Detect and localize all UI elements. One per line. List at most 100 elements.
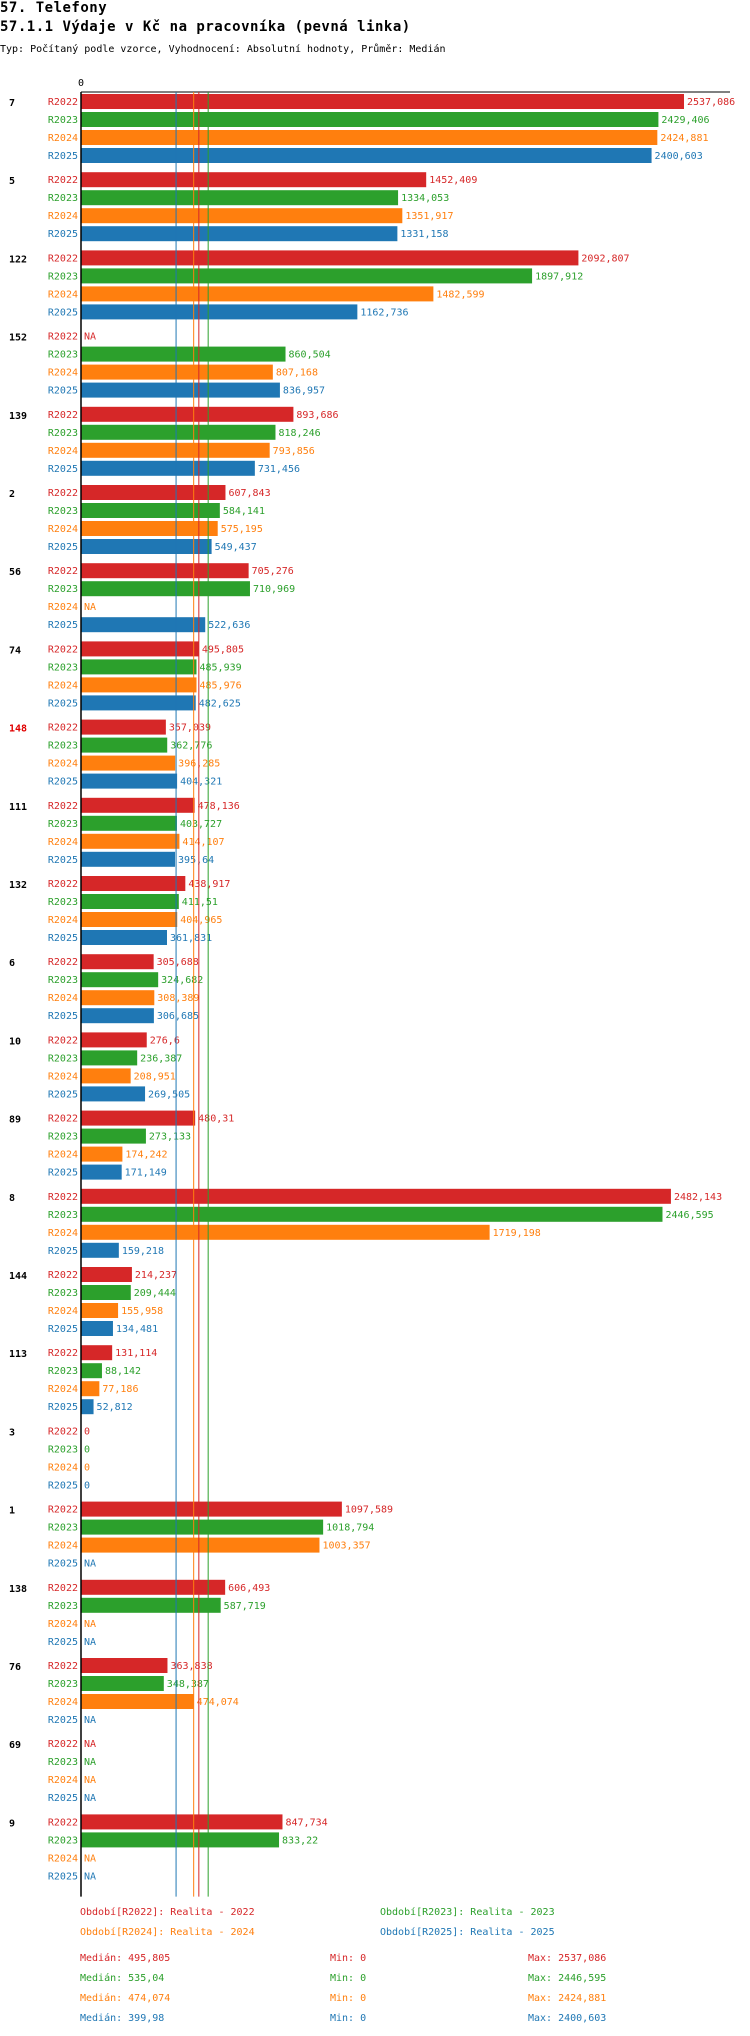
bar — [81, 773, 178, 789]
group-label: 148 — [9, 724, 27, 735]
stat-max-r2024: Max: 2424,881 — [528, 1993, 607, 2004]
series-label: R2025 — [48, 620, 78, 631]
series-label: R2023 — [48, 1757, 78, 1768]
bar — [81, 1363, 102, 1379]
series-label: R2022 — [48, 644, 78, 655]
series-label: R2025 — [48, 933, 78, 944]
series-label: R2025 — [48, 1871, 78, 1882]
stat-min-r2023: Min: 0 — [330, 1973, 367, 1984]
bar — [81, 1321, 113, 1336]
series-label: R2025 — [48, 698, 78, 709]
bar — [81, 1068, 131, 1084]
bar — [81, 1206, 663, 1222]
bar-value-label: NA — [84, 1559, 96, 1570]
group-label: 2 — [9, 489, 15, 500]
bar-value-label: 1331,158 — [400, 229, 448, 240]
bar-value-label: 395,64 — [178, 855, 214, 866]
series-label: R2023 — [48, 350, 78, 361]
bar — [81, 268, 533, 284]
series-label: R2024 — [48, 759, 78, 770]
bar-value-label: 209,444 — [134, 1288, 176, 1299]
bar-value-label: NA — [84, 1715, 96, 1726]
group-label: 69 — [9, 1740, 21, 1751]
bar — [81, 346, 286, 362]
bar-value-label: 159,218 — [122, 1246, 164, 1257]
bar — [81, 1032, 147, 1048]
bar-value-label: 807,168 — [276, 368, 318, 379]
bar-value-label: 482,625 — [199, 698, 241, 709]
bar — [81, 912, 178, 927]
bar-value-label: 793,856 — [273, 446, 315, 457]
bar — [81, 581, 250, 597]
bar — [81, 737, 168, 753]
bar — [81, 1110, 196, 1126]
group-label: 6 — [9, 958, 15, 969]
series-label: R2022 — [48, 879, 78, 890]
bar-value-label: 236,387 — [140, 1053, 182, 1064]
series-label: R2023 — [48, 506, 78, 517]
bar — [81, 1164, 122, 1180]
series-label: R2024 — [48, 446, 78, 457]
series-label: R2023 — [48, 819, 78, 830]
series-label: R2023 — [48, 897, 78, 908]
bar-value-label: 480,31 — [198, 1114, 234, 1125]
series-label: R2025 — [48, 777, 78, 788]
series-label: R2022 — [48, 1114, 78, 1125]
series-label: R2022 — [48, 723, 78, 734]
bar-value-label: 0 — [84, 1426, 90, 1437]
series-label: R2025 — [48, 1011, 78, 1022]
series-label: R2022 — [48, 1035, 78, 1046]
bar-value-label: 606,493 — [228, 1583, 270, 1594]
bar — [81, 250, 579, 266]
bar — [81, 148, 652, 163]
series-label: R2024 — [48, 1775, 78, 1786]
bar-value-label: 2537,086 — [687, 97, 735, 108]
bar-value-label: 0 — [84, 1480, 90, 1491]
group-label: 111 — [9, 802, 27, 813]
bar-value-label: 131,114 — [115, 1348, 157, 1359]
group-label: 74 — [9, 645, 21, 656]
bar-value-label: 710,969 — [253, 584, 295, 595]
bar-value-label: 575,195 — [221, 524, 263, 535]
bar — [81, 521, 218, 536]
bar-value-label: 1097,589 — [345, 1505, 393, 1516]
bar — [81, 755, 176, 771]
series-label: R2022 — [48, 1192, 78, 1203]
bar-value-label: NA — [84, 602, 96, 613]
bar-value-label: 411,51 — [182, 897, 218, 908]
bar-value-label: 88,142 — [105, 1366, 141, 1377]
stat-median-r2022: Medián: 495,805 — [80, 1953, 171, 1964]
bar-value-label: 208,951 — [134, 1071, 176, 1082]
series-label: R2024 — [48, 289, 78, 300]
bar — [81, 1128, 146, 1144]
bar-value-label: 2092,807 — [581, 253, 629, 264]
series-label: R2022 — [48, 1739, 78, 1750]
group-label: 122 — [9, 254, 27, 265]
bar — [81, 1086, 146, 1102]
series-label: R2023 — [48, 1523, 78, 1534]
legend-item-r2024: Období[R2024]: Realita - 2024 — [80, 1927, 255, 1938]
series-label: R2025 — [48, 1480, 78, 1491]
series-label: R2025 — [48, 1402, 78, 1413]
bar-value-label: 77,186 — [102, 1384, 138, 1395]
group-label: 1 — [9, 1506, 15, 1517]
stat-median-r2024: Medián: 474,074 — [80, 1993, 171, 2004]
bar — [81, 659, 197, 675]
bar — [81, 930, 167, 945]
bar-value-label: NA — [84, 1757, 96, 1768]
bar-value-label: 324,682 — [161, 975, 203, 986]
bar-value-label: 0 — [84, 1462, 90, 1473]
bar-value-label: 587,719 — [224, 1601, 266, 1612]
group-label: 152 — [9, 333, 27, 344]
group-label: 9 — [9, 1818, 15, 1829]
bar — [81, 954, 154, 970]
bar-value-label: 305,688 — [157, 957, 199, 968]
bar-value-label: 818,246 — [278, 428, 320, 439]
bar — [81, 1008, 154, 1024]
bar — [81, 424, 276, 440]
group-label: 113 — [9, 1349, 27, 1360]
bar-value-label: 893,686 — [296, 410, 338, 421]
series-label: R2022 — [48, 1661, 78, 1672]
series-label: R2024 — [48, 680, 78, 691]
bar — [81, 286, 434, 302]
